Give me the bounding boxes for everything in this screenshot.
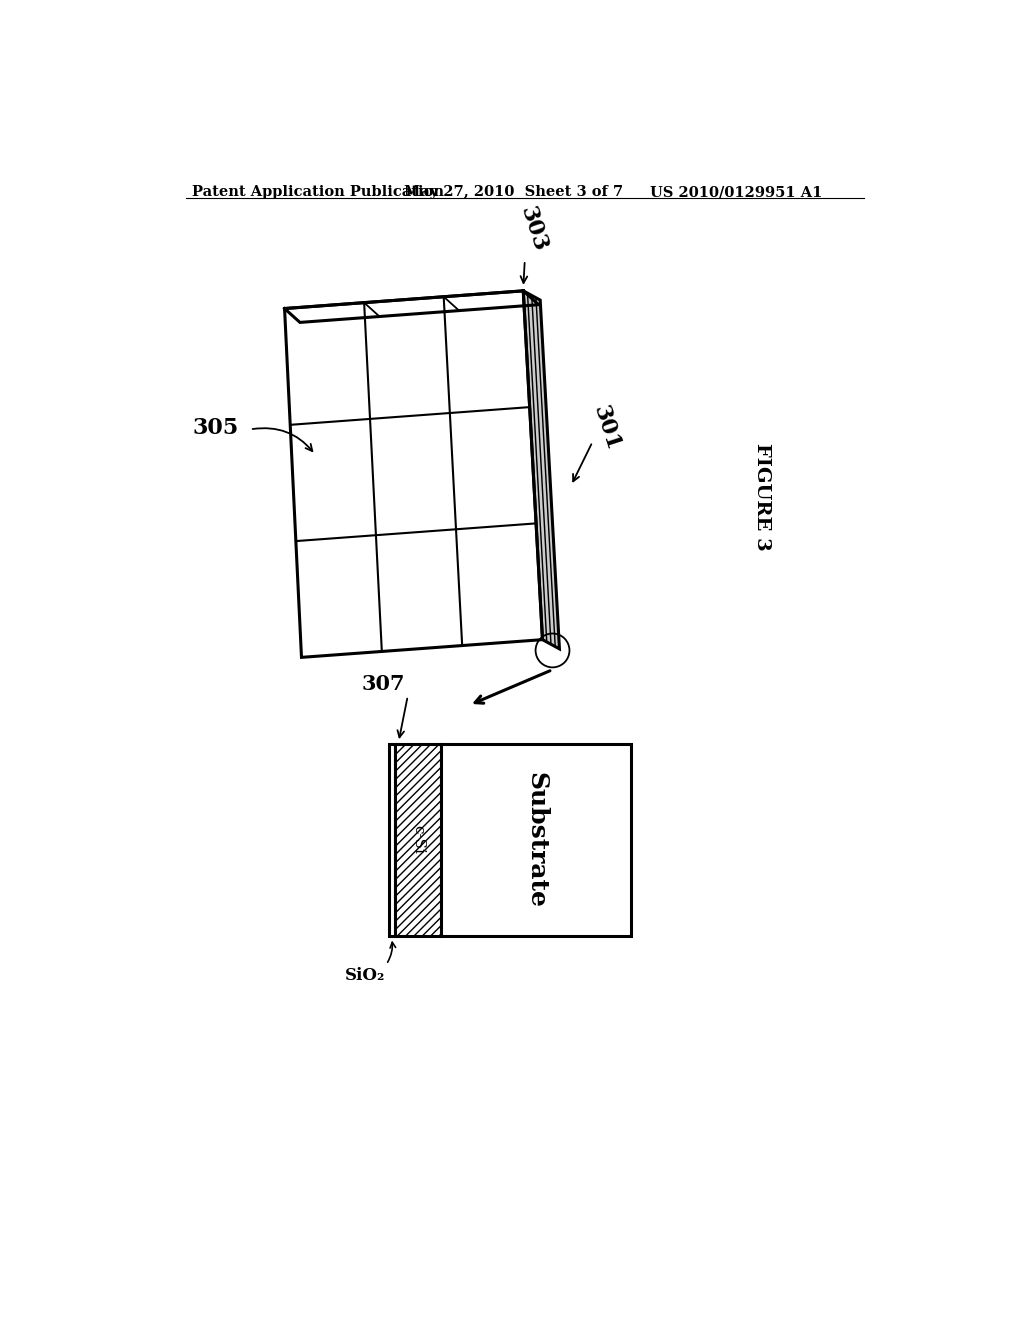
Text: Substrate: Substrate <box>524 772 548 908</box>
Text: US 2010/0129951 A1: US 2010/0129951 A1 <box>650 185 822 199</box>
Polygon shape <box>523 290 559 649</box>
Bar <box>394 743 441 936</box>
Text: c-Si: c-Si <box>411 825 425 854</box>
Bar <box>388 743 394 936</box>
Bar <box>441 743 631 936</box>
Polygon shape <box>285 290 539 322</box>
Polygon shape <box>285 290 543 657</box>
FancyArrowPatch shape <box>253 428 312 451</box>
FancyArrowPatch shape <box>388 942 395 962</box>
Text: SiO₂: SiO₂ <box>344 966 385 983</box>
Text: Patent Application Publication: Patent Application Publication <box>193 185 444 199</box>
Text: FIGURE 3: FIGURE 3 <box>753 444 771 550</box>
Text: 301: 301 <box>589 403 624 453</box>
Text: 305: 305 <box>193 417 239 438</box>
Text: May 27, 2010  Sheet 3 of 7: May 27, 2010 Sheet 3 of 7 <box>403 185 623 199</box>
Text: 307: 307 <box>361 673 404 693</box>
Text: 303: 303 <box>515 205 551 255</box>
